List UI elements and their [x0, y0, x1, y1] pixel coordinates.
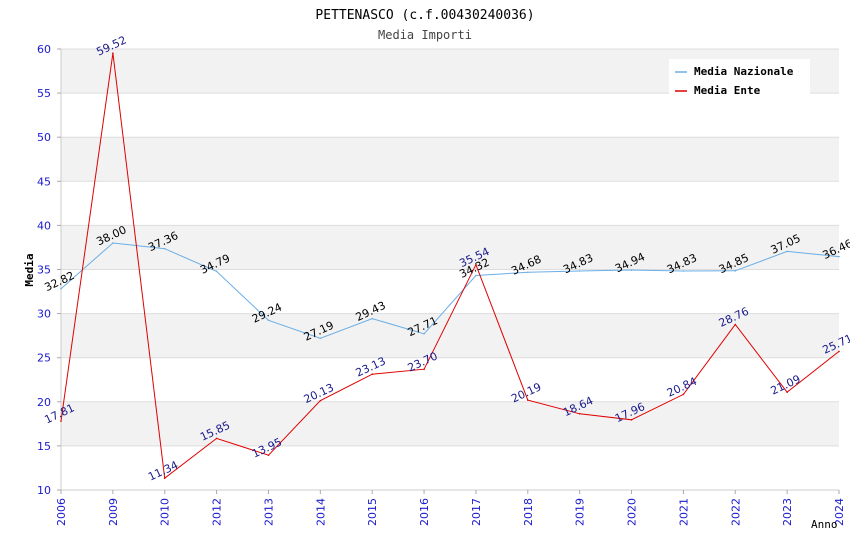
- x-tick-label: 2013: [262, 498, 275, 526]
- data-point-media-ente: [630, 418, 633, 421]
- data-point-media-nazionale: [527, 271, 529, 274]
- data-point-media-nazionale: [838, 255, 840, 258]
- data-point-media-ente: [215, 437, 218, 440]
- y-tick-label: 30: [37, 308, 51, 321]
- legend-box: [669, 59, 810, 98]
- y-tick-label: 15: [37, 440, 51, 453]
- data-point-media-nazionale: [60, 287, 62, 290]
- x-tick-label: 2014: [314, 498, 327, 526]
- x-axis-label: Anno: [811, 518, 838, 531]
- legend-label-media-nazionale: Media Nazionale: [694, 65, 794, 78]
- data-point-media-ente: [578, 412, 581, 415]
- data-point-media-nazionale: [267, 319, 270, 322]
- data-point-media-ente: [267, 454, 270, 456]
- chart-subtitle: Media Importi: [378, 28, 472, 42]
- data-point-media-nazionale: [682, 270, 685, 272]
- data-point-media-nazionale: [734, 270, 737, 272]
- grid-band: [61, 313, 839, 358]
- data-point-media-ente: [527, 399, 529, 401]
- data-point-media-ente: [112, 52, 114, 55]
- y-tick-label: 60: [37, 43, 51, 56]
- y-tick-label: 35: [37, 264, 51, 277]
- y-tick-label: 55: [37, 87, 51, 100]
- x-tick-label: 2017: [470, 498, 483, 526]
- y-tick-label: 20: [37, 396, 51, 409]
- chart-title: PETTENASCO (c.f.00430240036): [315, 8, 534, 23]
- grid-band: [61, 137, 839, 182]
- x-tick-label: 2023: [781, 498, 794, 526]
- data-point-media-nazionale: [475, 274, 477, 277]
- data-point-media-nazionale: [112, 242, 114, 244]
- x-tick-label: 2024: [833, 498, 846, 526]
- data-point-media-nazionale: [630, 269, 633, 271]
- x-tick-label: 2019: [574, 498, 587, 526]
- grid-band: [61, 401, 839, 446]
- data-point-media-nazionale: [423, 332, 425, 335]
- x-tick-label: 2006: [55, 498, 68, 526]
- y-tick-label: 45: [37, 175, 51, 188]
- data-point-media-ente: [734, 323, 737, 326]
- legend-label-media-ente: Media Ente: [694, 84, 761, 97]
- y-axis-label: Media: [23, 253, 36, 286]
- series-line-media-nazionale: [60, 242, 840, 339]
- series-line-media-ente: [60, 53, 840, 480]
- data-point-media-nazionale: [786, 250, 788, 253]
- legend: Media Nazionale Media Ente: [669, 59, 810, 98]
- y-tick-label: 25: [37, 352, 51, 365]
- x-tick-label: 2018: [522, 498, 535, 526]
- data-point-media-ente: [423, 368, 425, 370]
- x-tick-label: 2009: [107, 498, 120, 526]
- x-tick-label: 2016: [418, 498, 431, 526]
- data-point-media-ente: [371, 373, 374, 375]
- x-tick-label: 2015: [366, 498, 379, 526]
- data-point-media-ente: [786, 391, 788, 393]
- data-point-media-ente: [319, 399, 322, 402]
- data-point-media-ente: [60, 420, 62, 422]
- data-point-media-nazionale: [215, 270, 218, 273]
- data-label-media-ente: 23.13: [354, 354, 388, 379]
- data-label-media-ente: 20.84: [665, 375, 699, 400]
- data-point-media-nazionale: [371, 317, 374, 320]
- x-tick-label: 2010: [159, 498, 172, 526]
- data-point-media-ente: [838, 350, 840, 353]
- grid-band: [61, 225, 839, 270]
- data-point-media-ente: [163, 477, 166, 479]
- data-point-media-nazionale: [319, 337, 322, 340]
- data-point-media-ente: [475, 263, 477, 266]
- x-tick-label: 2020: [626, 498, 639, 526]
- x-tick-label: 2012: [211, 498, 224, 526]
- x-tick-label: 2022: [729, 498, 742, 526]
- data-point-media-nazionale: [578, 270, 581, 272]
- y-tick-label: 40: [37, 219, 51, 232]
- y-tick-label: 10: [37, 484, 51, 497]
- x-tick-label: 2021: [677, 498, 690, 526]
- data-point-media-nazionale: [163, 247, 166, 250]
- y-tick-label: 50: [37, 131, 51, 144]
- data-label-media-ente: 21.09: [769, 372, 803, 397]
- data-point-media-ente: [682, 393, 685, 396]
